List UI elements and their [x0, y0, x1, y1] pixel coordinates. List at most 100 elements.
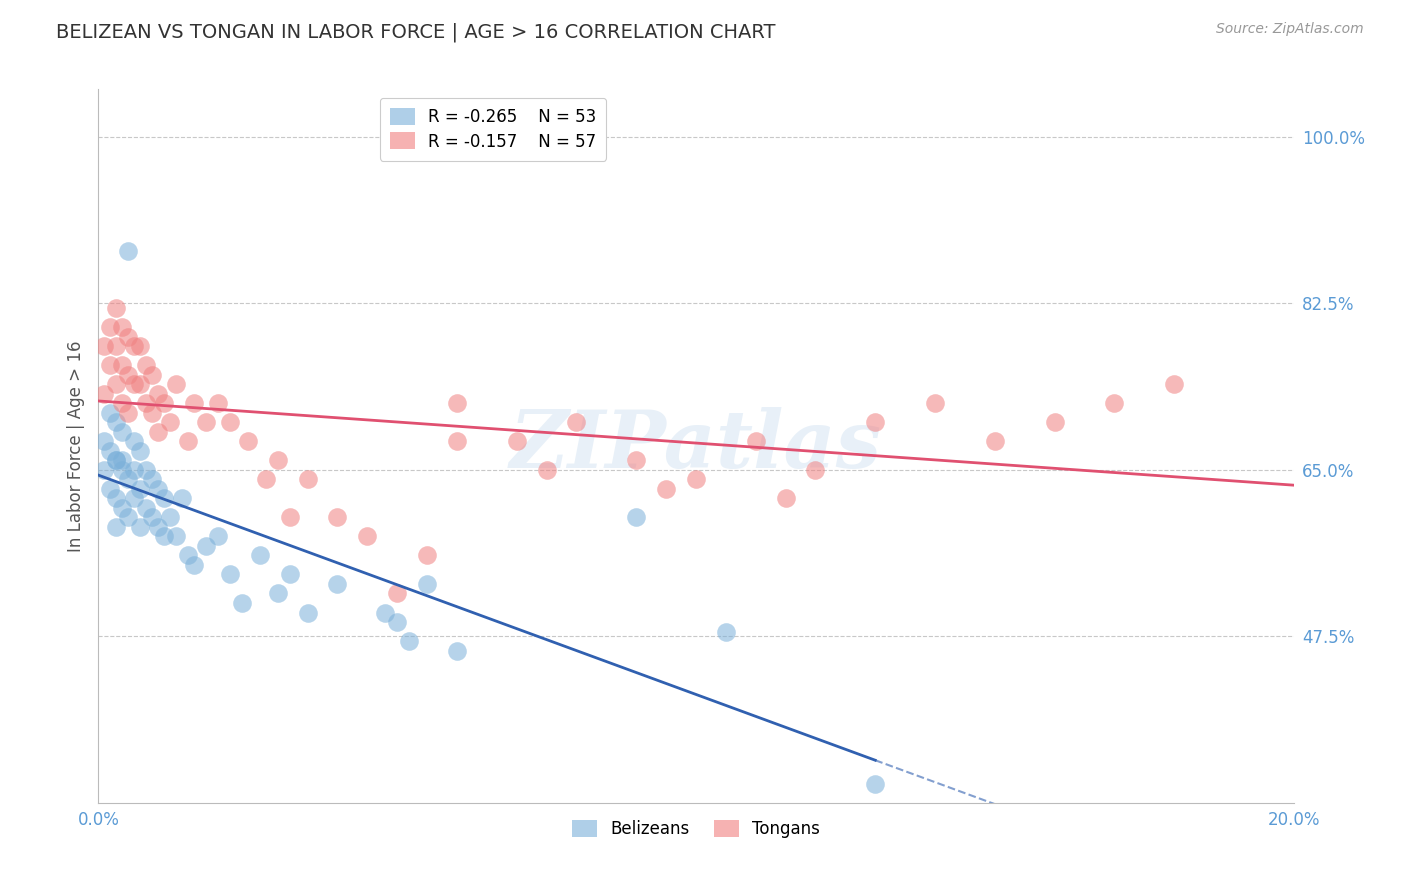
Point — [626, 510, 648, 524]
Point — [177, 549, 200, 563]
Point — [655, 482, 678, 496]
Point — [93, 463, 115, 477]
Point — [165, 529, 187, 543]
Point — [1163, 377, 1185, 392]
Point — [111, 396, 134, 410]
Point — [159, 415, 181, 429]
Text: BELIZEAN VS TONGAN IN LABOR FORCE | AGE > 16 CORRELATION CHART: BELIZEAN VS TONGAN IN LABOR FORCE | AGE … — [56, 22, 776, 42]
Point — [124, 434, 146, 449]
Point — [105, 415, 128, 429]
Point — [98, 482, 122, 496]
Point — [105, 339, 128, 353]
Point — [129, 482, 152, 496]
Point — [172, 491, 194, 506]
Legend: Belizeans, Tongans: Belizeans, Tongans — [565, 813, 827, 845]
Point — [267, 586, 290, 600]
Point — [165, 377, 187, 392]
Point — [135, 463, 157, 477]
Point — [565, 415, 588, 429]
Point — [129, 443, 152, 458]
Point — [105, 453, 128, 467]
Point — [506, 434, 529, 449]
Point — [865, 777, 887, 791]
Point — [117, 510, 139, 524]
Point — [111, 453, 134, 467]
Point — [141, 510, 163, 524]
Point — [117, 368, 139, 382]
Point — [231, 596, 253, 610]
Point — [714, 624, 737, 639]
Point — [326, 577, 349, 591]
Point — [446, 643, 468, 657]
Point — [775, 491, 797, 506]
Point — [159, 510, 181, 524]
Point — [105, 453, 128, 467]
Point — [148, 386, 170, 401]
Point — [536, 463, 558, 477]
Point — [117, 244, 139, 258]
Point — [105, 301, 128, 315]
Point — [124, 377, 146, 392]
Point — [135, 358, 157, 372]
Point — [105, 491, 128, 506]
Point — [385, 586, 409, 600]
Point — [219, 415, 242, 429]
Point — [297, 472, 319, 486]
Point — [141, 368, 163, 382]
Point — [267, 453, 290, 467]
Point — [219, 567, 242, 582]
Point — [148, 482, 170, 496]
Point — [183, 396, 205, 410]
Y-axis label: In Labor Force | Age > 16: In Labor Force | Age > 16 — [66, 340, 84, 552]
Point — [924, 396, 946, 410]
Point — [385, 615, 409, 629]
Point — [141, 472, 163, 486]
Point — [98, 358, 122, 372]
Point — [98, 406, 122, 420]
Point — [135, 500, 157, 515]
Point — [141, 406, 163, 420]
Point — [129, 377, 152, 392]
Point — [398, 634, 420, 648]
Point — [685, 472, 707, 486]
Point — [111, 463, 134, 477]
Point — [153, 529, 176, 543]
Point — [129, 520, 152, 534]
Point — [236, 434, 259, 449]
Point — [207, 396, 229, 410]
Point — [135, 396, 157, 410]
Point — [93, 339, 115, 353]
Point — [98, 320, 122, 334]
Point — [98, 443, 122, 458]
Point — [249, 549, 271, 563]
Point — [117, 472, 139, 486]
Point — [195, 415, 218, 429]
Point — [93, 386, 115, 401]
Point — [105, 520, 128, 534]
Point — [117, 329, 139, 343]
Point — [111, 320, 134, 334]
Point — [1104, 396, 1126, 410]
Point — [177, 434, 200, 449]
Point — [297, 606, 319, 620]
Text: Source: ZipAtlas.com: Source: ZipAtlas.com — [1216, 22, 1364, 37]
Point — [105, 377, 128, 392]
Point — [356, 529, 378, 543]
Point — [984, 434, 1007, 449]
Point — [129, 339, 152, 353]
Point — [254, 472, 277, 486]
Point — [111, 500, 134, 515]
Point — [416, 549, 439, 563]
Point — [745, 434, 768, 449]
Point — [804, 463, 827, 477]
Point — [195, 539, 218, 553]
Point — [148, 425, 170, 439]
Point — [278, 567, 301, 582]
Point — [93, 434, 115, 449]
Point — [326, 510, 349, 524]
Point — [117, 406, 139, 420]
Point — [153, 491, 176, 506]
Point — [446, 396, 468, 410]
Point — [446, 434, 468, 449]
Point — [111, 358, 134, 372]
